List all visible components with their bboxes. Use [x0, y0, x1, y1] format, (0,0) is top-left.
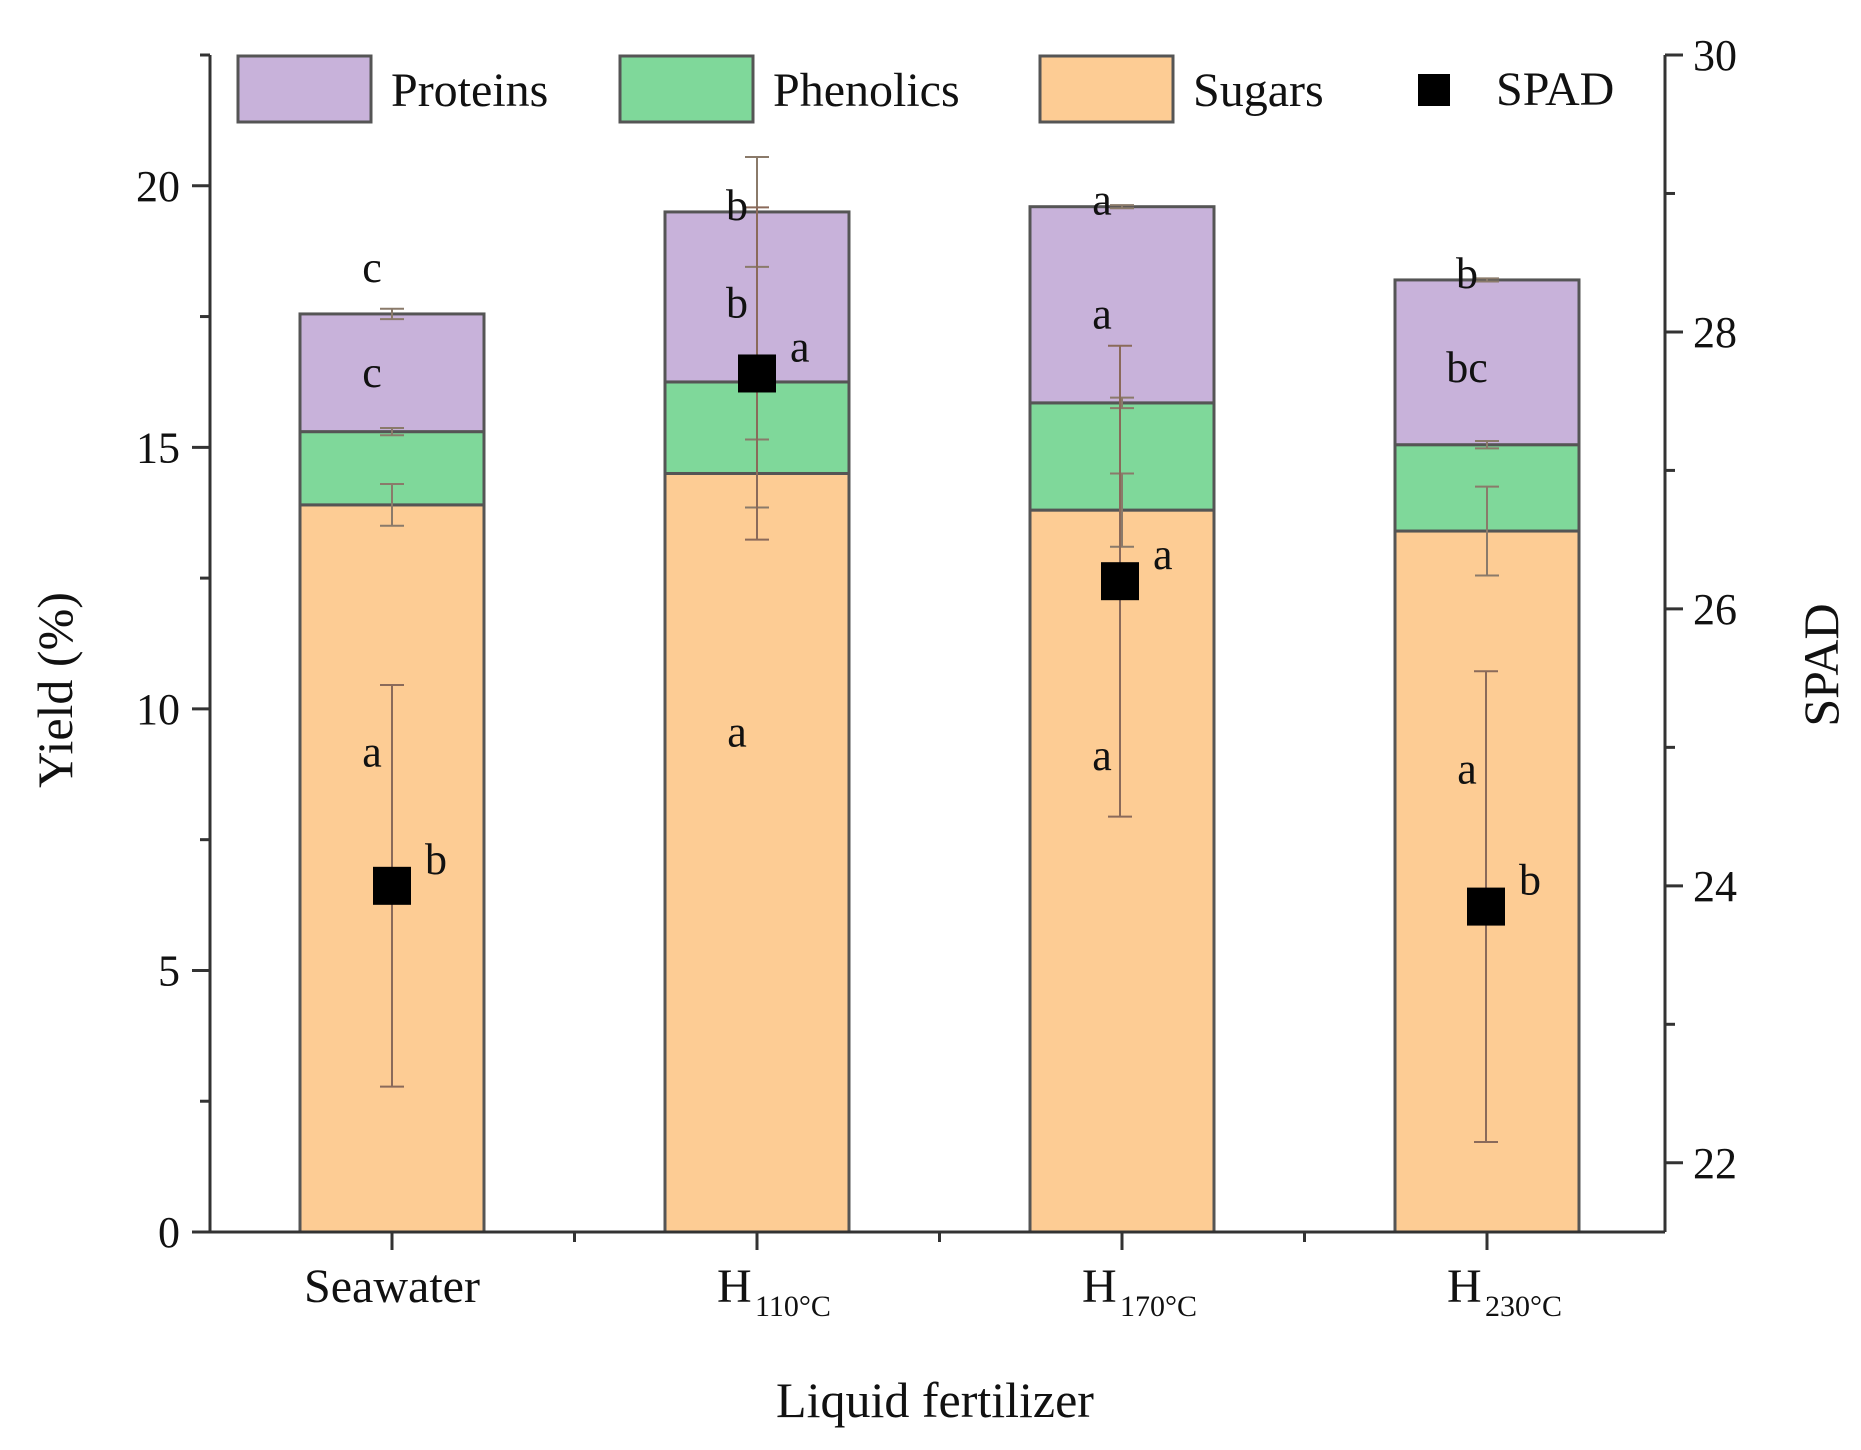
bar-proteins-3	[1393, 278, 1581, 447]
legend-label-phenolics: Phenolics	[773, 64, 960, 117]
y-tick-label: 20	[136, 162, 180, 211]
phenolics-letter: c	[362, 348, 382, 397]
spad-letter: b	[1519, 856, 1541, 905]
sugars-letter: a	[727, 708, 747, 757]
error-bars-layer	[380, 156, 1499, 577]
x-tick-label-subscript: 170°C	[1120, 1290, 1197, 1323]
legend-label-sugars: Sugars	[1193, 64, 1324, 117]
legend: Proteins Phenolics Sugars SPAD	[236, 54, 1614, 124]
y2-tick-label: 26	[1693, 585, 1737, 634]
y2-axis-title: SPAD	[1793, 603, 1849, 726]
legend-label-proteins: Proteins	[391, 64, 548, 117]
x-tick-label: Seawater	[304, 1260, 480, 1313]
spad-point	[738, 354, 776, 393]
bar-sugars-1	[663, 471, 851, 1234]
legend-swatch-spad	[1418, 74, 1450, 106]
x-tick-label-subscript: 110°C	[755, 1290, 831, 1323]
y2-tick-label: 30	[1693, 31, 1737, 80]
spad-letter: a	[1153, 530, 1173, 579]
y-axis-title: Yield (%)	[27, 592, 83, 788]
x-tick-label: H	[1082, 1260, 1117, 1313]
y-tick-label: 0	[158, 1208, 180, 1257]
x-tick-label: H	[717, 1260, 752, 1313]
spad-letter: a	[790, 322, 810, 371]
spad-point	[1467, 887, 1505, 926]
spad-letter: b	[425, 835, 447, 884]
legend-swatch-proteins	[236, 54, 373, 124]
bar-proteins-2	[1028, 205, 1216, 405]
sugars-letter: a	[1092, 731, 1112, 780]
spad-point	[373, 866, 411, 905]
proteins-letter: b	[1456, 249, 1478, 298]
y2-tick-label: 24	[1693, 862, 1737, 911]
y-tick-label: 5	[158, 946, 180, 995]
y-tick-label: 15	[136, 423, 180, 472]
bars-layer	[298, 205, 1581, 1234]
y-tick-label: 10	[136, 685, 180, 734]
phenolics-letter: b	[726, 278, 748, 327]
legend-swatch-sugars	[1038, 54, 1175, 124]
y2-tick-label: 28	[1693, 308, 1737, 357]
x-tick-label: H	[1447, 1260, 1482, 1313]
y2-tick-label: 22	[1693, 1139, 1737, 1188]
sugars-letter: a	[362, 728, 382, 777]
sugars-letter: a	[1457, 744, 1477, 793]
proteins-letter: c	[362, 243, 382, 292]
legend-label-spad: SPAD	[1496, 63, 1614, 116]
proteins-letter: b	[726, 181, 748, 230]
legend-swatch-phenolics	[618, 54, 755, 124]
x-axis-title: Liquid fertilizer	[776, 1372, 1094, 1428]
bar-proteins-0	[298, 312, 486, 434]
spad-layer	[373, 206, 1505, 1143]
proteins-letter: a	[1092, 176, 1112, 225]
bar-sugars-2	[1028, 508, 1216, 1234]
phenolics-letter: bc	[1446, 343, 1488, 392]
x-tick-label-subscript: 230°C	[1485, 1290, 1562, 1323]
phenolics-letter: a	[1092, 289, 1112, 338]
spad-point	[1101, 562, 1139, 601]
